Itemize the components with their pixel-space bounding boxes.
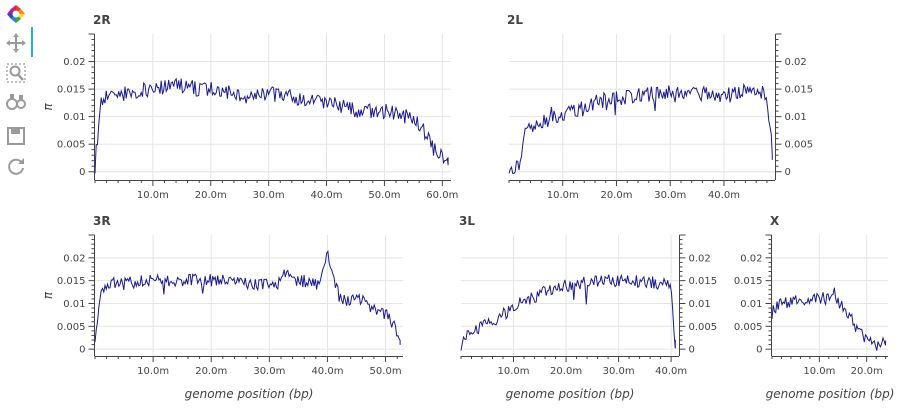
save-icon[interactable] [5, 125, 27, 147]
y-tick-label: 0.015 [57, 276, 86, 287]
y-tick-label: 0.015 [734, 276, 763, 287]
series-line [94, 249, 401, 345]
pan-icon[interactable] [5, 32, 27, 54]
x-axis-title: genome position (bp) [185, 387, 314, 401]
x-tick-label: 20.0m [195, 190, 227, 201]
series-line [771, 287, 887, 351]
y-tick-label: 0.005 [57, 140, 86, 151]
y-tick-label: 0.015 [57, 85, 86, 96]
y-tick-label: 0.01 [63, 299, 85, 310]
x-tick-label: 10.0m [498, 366, 530, 377]
x-tick-label: 10.0m [137, 366, 169, 377]
chart-title: 3R [93, 214, 111, 228]
y-tick-label: 0 [79, 167, 85, 178]
x-tick-label: 10.0m [547, 190, 579, 201]
y-tick-label: 0 [756, 345, 762, 356]
y-tick-label: 0.02 [63, 57, 85, 68]
y-tick-label: 0.01 [740, 299, 762, 310]
x-tick-label: 30.0m [253, 190, 285, 201]
chart-title: 2R [93, 13, 111, 27]
y-tick-label: 0 [785, 167, 791, 178]
y-tick-label: 0 [689, 345, 695, 356]
y-tick-label: 0.005 [689, 322, 718, 333]
active-tool-indicator [31, 27, 33, 57]
y-tick-label: 0.02 [785, 57, 807, 68]
chart-title: X [770, 214, 780, 228]
y-axis-title: π [41, 103, 55, 111]
x-tick-label: 20.0m [851, 366, 883, 377]
x-tick-label: 40.0m [655, 366, 687, 377]
y-tick-label: 0.015 [689, 276, 718, 287]
y-tick-label: 0.005 [57, 322, 86, 333]
x-tick-label: 30.0m [603, 366, 635, 377]
series-line [94, 77, 449, 174]
x-tick-label: 10.0m [803, 366, 835, 377]
x-tick-label: 40.0m [311, 366, 343, 377]
wheel-zoom-icon[interactable] [5, 92, 27, 114]
chart-title: 2L [507, 13, 523, 27]
reset-icon[interactable] [5, 155, 27, 177]
x-axis-title: genome position (bp) [766, 387, 895, 401]
y-tick-label: 0.015 [785, 85, 814, 96]
x-tick-label: 40.0m [311, 190, 343, 201]
x-tick-label: 20.0m [600, 190, 632, 201]
y-tick-label: 0.01 [785, 112, 807, 123]
y-tick-label: 0.005 [734, 322, 763, 333]
series-line [460, 273, 676, 351]
y-tick-label: 0.01 [63, 112, 85, 123]
chart-2r: 2R 10.0m 20.0m 30.0m 40.0m 50.0m 60.0m 0 0.005 0.… [41, 13, 458, 201]
series-line [508, 82, 773, 174]
toolbar [0, 0, 34, 190]
chart-3r: 3R 10.0m 20.0m 30.0m 40.0m 50.0m 0 0.005 0.01 0.0… [41, 214, 403, 401]
y-tick-label: 0 [79, 345, 85, 356]
y-tick-label: 0.01 [689, 299, 711, 310]
chart-x: X 10.0m 20.0m 0 0.005 0.01 0.015 0.02 genome pos… [734, 214, 895, 401]
x-tick-label: 40.0m [708, 190, 740, 201]
x-tick-label: 50.0m [368, 190, 400, 201]
chart-title: 3L [459, 214, 475, 228]
x-tick-label: 30.0m [654, 190, 686, 201]
box-zoom-icon[interactable] [5, 62, 27, 84]
x-tick-label: 20.0m [195, 366, 227, 377]
x-tick-label: 30.0m [253, 366, 285, 377]
y-tick-label: 0.02 [63, 253, 85, 264]
chart-2l: 2L 10.0m 20.0m 30.0m 40.0m 0 0.005 0.01 0.015 0.0… [507, 13, 813, 201]
chart-3l: 3L 10.0m 20.0m 30.0m 40.0m0 0.005 0.01 0.015 0.0… [459, 214, 717, 401]
x-tick-label: 60.0m [426, 190, 458, 201]
y-tick-label: 0.02 [740, 253, 762, 264]
y-tick-label: 0.02 [689, 253, 711, 264]
x-tick-label: 20.0m [550, 366, 582, 377]
x-axis-title: genome position (bp) [506, 387, 635, 401]
x-tick-label: 10.0m [137, 190, 169, 201]
x-tick-label: 50.0m [370, 366, 402, 377]
y-tick-label: 0.005 [785, 140, 814, 151]
y-axis-title: π [41, 291, 55, 299]
bokeh-logo-icon[interactable] [5, 3, 27, 25]
